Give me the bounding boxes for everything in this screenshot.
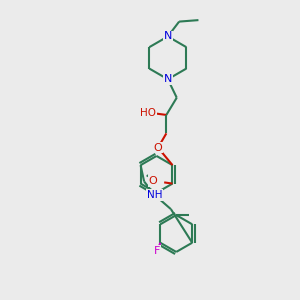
Text: F: F [154,246,161,256]
Text: O: O [154,142,162,153]
Text: HO: HO [140,108,156,118]
Text: N: N [164,74,172,84]
Text: N: N [164,32,172,41]
Text: O: O [148,176,157,186]
Text: NH: NH [147,190,162,200]
